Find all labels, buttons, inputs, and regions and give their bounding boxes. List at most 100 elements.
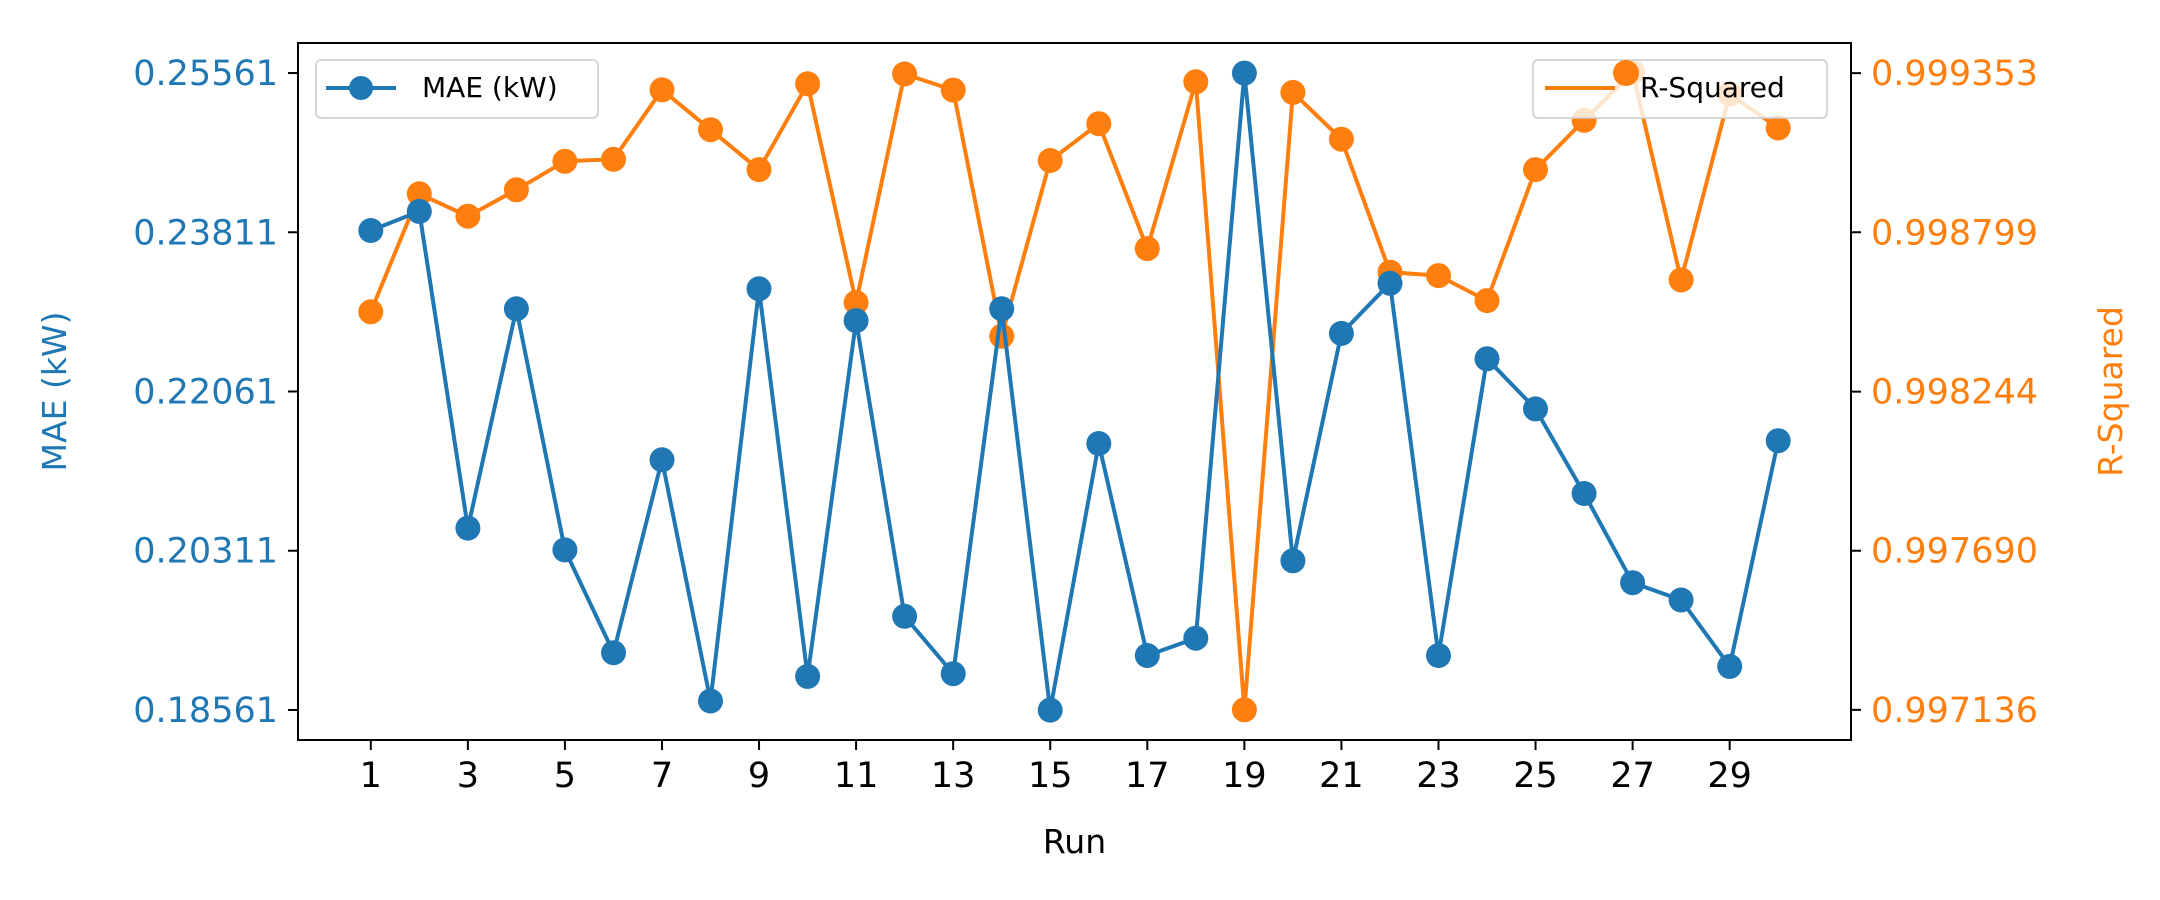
right-y-axis-label: R-Squared <box>2091 306 2130 477</box>
data-point <box>892 61 918 87</box>
x-tick-label: 25 <box>1513 756 1558 796</box>
data-point <box>649 77 675 103</box>
data-point <box>1037 148 1063 173</box>
x-tick-label: 11 <box>834 756 879 796</box>
right-y-tick-label: 0.998799 <box>1871 213 2038 253</box>
data-point <box>1183 69 1209 95</box>
x-tick-label: 15 <box>1028 756 1073 796</box>
data-point <box>1086 431 1112 456</box>
data-point <box>1426 643 1451 668</box>
data-point <box>358 218 384 243</box>
data-point <box>601 146 626 172</box>
left-y-tick-label: 0.23811 <box>133 213 278 253</box>
x-tick-label: 1 <box>360 756 382 796</box>
left-y-tick-label: 0.18561 <box>133 691 278 731</box>
data-point <box>698 117 723 143</box>
data-point <box>1668 587 1694 613</box>
legend-left: MAE (kW) <box>315 59 599 119</box>
data-point <box>746 157 772 183</box>
data-point <box>795 71 821 97</box>
data-point <box>1717 653 1743 679</box>
data-point <box>892 603 918 629</box>
legend-right-marker <box>1613 60 1639 86</box>
legend-left-marker <box>349 76 373 100</box>
legend-right-label: R-Squared <box>1640 71 1785 104</box>
x-tick-label: 29 <box>1707 756 1752 796</box>
legend-left-box <box>315 59 599 119</box>
data-point <box>601 640 626 666</box>
data-point <box>552 148 578 174</box>
data-point <box>1183 625 1209 651</box>
data-point <box>1280 79 1306 105</box>
data-point <box>1474 288 1500 314</box>
data-point <box>1668 267 1694 293</box>
data-point <box>746 276 772 302</box>
x-tick-label: 27 <box>1610 756 1655 796</box>
right-y-tick-label: 0.999353 <box>1871 54 2038 94</box>
data-point <box>1620 570 1646 596</box>
x-tick-label: 21 <box>1319 756 1364 796</box>
data-point <box>406 198 432 224</box>
x-tick-label: 23 <box>1416 756 1461 796</box>
legend-right: R-Squared <box>1532 59 1828 119</box>
data-point <box>1231 697 1257 723</box>
data-point <box>1328 126 1354 152</box>
data-point <box>1523 157 1548 183</box>
right-y-axis: 0.997136 0.997690 0.998244 0.998799 0.999353 <box>1851 54 2038 731</box>
legend-right-box <box>1532 59 1828 119</box>
data-point <box>843 308 869 334</box>
left-y-tick-label: 0.22061 <box>133 373 278 413</box>
x-tick-label: 19 <box>1222 756 1267 796</box>
data-point <box>795 663 821 689</box>
x-axis: 1 3 5 7 9 11 13 15 17 19 21 23 25 27 29 <box>360 740 1752 796</box>
data-point <box>1280 548 1306 574</box>
x-axis-label: Run <box>1043 822 1106 861</box>
data-point <box>358 299 384 325</box>
x-tick-label: 7 <box>651 756 673 796</box>
series-line <box>370 71 1781 713</box>
data-point <box>503 296 529 322</box>
data-point <box>455 515 481 541</box>
right-y-tick-label: 0.997136 <box>1871 691 2038 731</box>
data-point <box>940 77 966 103</box>
data-point <box>455 203 481 229</box>
data-point <box>1231 60 1257 86</box>
data-point <box>1037 697 1063 723</box>
series-layer <box>358 59 1791 723</box>
data-point <box>1134 236 1160 262</box>
left-y-axis: 0.18561 0.20311 0.22061 0.23811 0.25561 <box>133 54 298 731</box>
x-tick-label: 9 <box>748 756 770 796</box>
data-point <box>649 447 675 473</box>
data-point <box>698 688 723 714</box>
data-point <box>989 296 1015 322</box>
data-point <box>1328 320 1354 346</box>
plot-area <box>298 43 1851 740</box>
data-point <box>940 661 966 687</box>
series-r-squared <box>358 59 1791 723</box>
data-point <box>843 290 869 316</box>
data-point <box>1523 396 1548 422</box>
data-point <box>989 323 1015 349</box>
right-y-tick-label: 0.997690 <box>1871 532 2038 572</box>
data-point <box>1571 481 1597 506</box>
data-point <box>1765 115 1791 141</box>
data-point <box>1426 263 1451 289</box>
data-point <box>552 537 578 563</box>
x-tick-label: 17 <box>1125 756 1170 796</box>
data-point <box>1086 111 1112 137</box>
x-tick-label: 13 <box>931 756 976 796</box>
legend-left-label: MAE (kW) <box>422 71 558 104</box>
data-point <box>406 181 432 207</box>
data-point <box>1765 428 1791 454</box>
right-y-tick-label: 0.998244 <box>1871 373 2038 413</box>
x-tick-label: 5 <box>554 756 576 796</box>
left-y-tick-label: 0.20311 <box>133 532 278 572</box>
data-point <box>1474 346 1500 372</box>
left-y-tick-label: 0.25561 <box>133 54 278 94</box>
data-point <box>1377 270 1403 296</box>
data-point <box>503 177 529 203</box>
series-mae <box>358 60 1791 723</box>
data-point <box>1134 643 1160 668</box>
x-tick-label: 3 <box>457 756 479 796</box>
